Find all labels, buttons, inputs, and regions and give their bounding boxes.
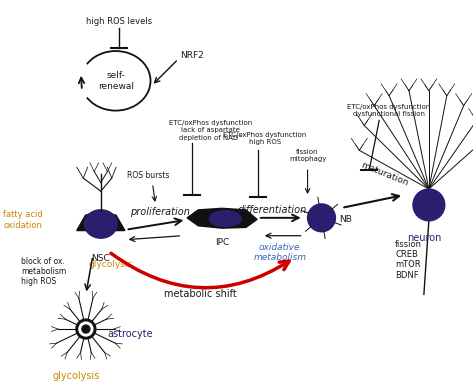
Text: oxidative
metabolism: oxidative metabolism [253, 243, 306, 262]
Text: NB: NB [339, 215, 352, 224]
Circle shape [76, 319, 96, 339]
Ellipse shape [84, 210, 117, 238]
FancyArrowPatch shape [111, 253, 289, 288]
Circle shape [82, 325, 90, 333]
Text: self-
renewal: self- renewal [98, 71, 134, 91]
Text: block of ox.
metabolism
high ROS: block of ox. metabolism high ROS [21, 256, 66, 286]
Polygon shape [187, 208, 257, 228]
Text: astrocyte: astrocyte [108, 329, 154, 339]
Text: glycolysis: glycolysis [52, 371, 100, 381]
Polygon shape [77, 211, 125, 231]
Text: fatty acid
oxidation: fatty acid oxidation [3, 210, 43, 230]
Text: metabolic shift: metabolic shift [164, 289, 237, 299]
Text: high ROS levels: high ROS levels [86, 17, 152, 26]
Ellipse shape [210, 211, 241, 226]
Text: proliferation: proliferation [130, 207, 191, 217]
Circle shape [413, 189, 445, 221]
Text: NSC: NSC [91, 254, 110, 263]
Text: glycolysis: glycolysis [89, 260, 133, 269]
Text: ETC/oxPhos dysfunction
dysfunctional fission: ETC/oxPhos dysfunction dysfunctional fis… [347, 104, 431, 117]
Circle shape [308, 204, 336, 232]
Text: neuron: neuron [407, 233, 441, 243]
Text: ROS bursts: ROS bursts [128, 170, 170, 179]
Text: ETC/oxPhos dysfunction
lack of aspartate
depletion of NAD⁺: ETC/oxPhos dysfunction lack of aspartate… [169, 120, 252, 141]
Text: fission
CREB
mTOR
BDNF: fission CREB mTOR BDNF [395, 240, 422, 280]
Text: differentiation: differentiation [237, 205, 306, 215]
Text: NRF2: NRF2 [180, 52, 204, 61]
Text: fission
mitophagy: fission mitophagy [289, 149, 326, 162]
Circle shape [79, 322, 93, 336]
Text: IPC: IPC [215, 238, 229, 247]
Text: maturation: maturation [359, 161, 409, 188]
Text: ETC/oxPhos dysfunction
high ROS: ETC/oxPhos dysfunction high ROS [223, 132, 307, 145]
